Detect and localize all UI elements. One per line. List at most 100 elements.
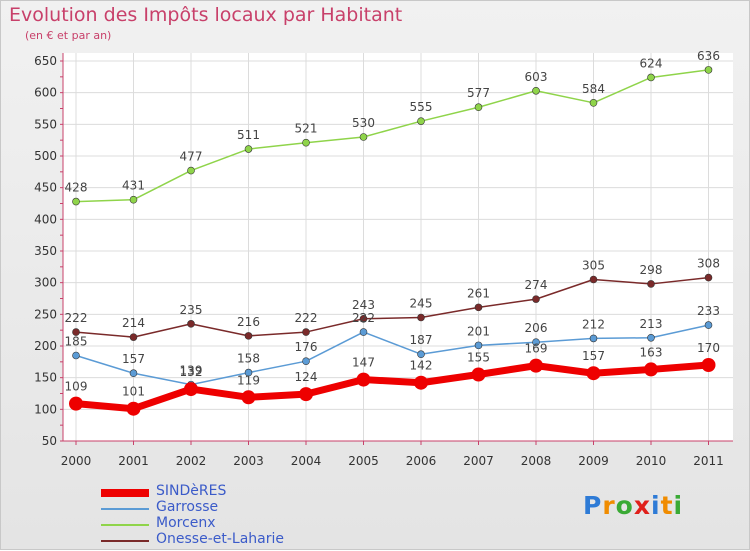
legend-item: Onesse-et-Laharie bbox=[101, 531, 401, 549]
x-tick-label: 2005 bbox=[348, 454, 379, 468]
x-tick-label: 2010 bbox=[636, 454, 667, 468]
data-point bbox=[302, 357, 310, 366]
data-point bbox=[529, 358, 543, 373]
y-tick-label: 250 bbox=[34, 307, 57, 321]
legend-item: Morcenx bbox=[101, 515, 401, 533]
data-label: 163 bbox=[640, 345, 663, 359]
data-point bbox=[299, 387, 313, 402]
data-label: 530 bbox=[352, 116, 375, 130]
data-label: 124 bbox=[295, 370, 318, 384]
data-label: 212 bbox=[582, 317, 605, 331]
logo-letter: r bbox=[602, 491, 616, 520]
series-line bbox=[75, 361, 709, 413]
data-point bbox=[359, 133, 368, 141]
data-point bbox=[532, 338, 540, 347]
x-tick-label: 2011 bbox=[693, 454, 724, 468]
data-point bbox=[474, 341, 483, 350]
data-label: 157 bbox=[122, 352, 145, 366]
data-label: 222 bbox=[65, 311, 88, 325]
y-tick-label: 300 bbox=[34, 276, 57, 290]
data-point bbox=[704, 273, 713, 282]
data-label: 603 bbox=[525, 70, 548, 84]
y-tick-label: 400 bbox=[34, 212, 57, 226]
data-point bbox=[69, 396, 83, 411]
x-tick-label: 2008 bbox=[521, 454, 552, 468]
data-label: 261 bbox=[467, 286, 490, 300]
data-point bbox=[417, 350, 425, 359]
data-label: 101 bbox=[122, 385, 145, 399]
data-point bbox=[417, 313, 425, 322]
data-label: 206 bbox=[525, 321, 548, 335]
data-label: 185 bbox=[65, 335, 88, 349]
data-label: 511 bbox=[237, 128, 260, 142]
data-label: 132 bbox=[180, 365, 203, 379]
data-label: 636 bbox=[697, 49, 720, 63]
data-label: 577 bbox=[467, 86, 490, 100]
data-point bbox=[586, 366, 601, 381]
x-tick-label: 2004 bbox=[291, 454, 322, 468]
data-point bbox=[302, 328, 310, 336]
data-point bbox=[126, 401, 141, 416]
chart-subtitle: (en € et par an) bbox=[25, 29, 112, 42]
data-label: 274 bbox=[525, 278, 548, 292]
legend-label: SINDèRES bbox=[156, 483, 227, 499]
data-point bbox=[187, 320, 195, 328]
y-tick-label: 500 bbox=[34, 149, 57, 163]
data-label: 245 bbox=[410, 297, 433, 311]
data-point bbox=[589, 334, 598, 343]
data-label: 216 bbox=[237, 315, 260, 329]
data-point bbox=[129, 333, 138, 341]
data-point bbox=[359, 314, 368, 323]
data-label: 235 bbox=[180, 303, 203, 317]
x-tick-label: 2000 bbox=[61, 454, 92, 468]
data-point bbox=[244, 332, 253, 340]
data-point bbox=[644, 362, 658, 377]
data-point bbox=[244, 145, 253, 153]
data-label: 298 bbox=[640, 263, 663, 277]
logo-letter: t bbox=[660, 491, 674, 520]
data-point bbox=[647, 333, 655, 342]
legend-item: Garrosse bbox=[101, 499, 401, 517]
series-line bbox=[75, 276, 709, 338]
data-point bbox=[356, 372, 371, 387]
y-tick-label: 350 bbox=[34, 244, 57, 258]
legend-item: SINDèRES bbox=[101, 483, 401, 501]
data-point bbox=[184, 382, 198, 397]
data-point bbox=[532, 295, 540, 303]
x-tick-label: 2001 bbox=[118, 454, 149, 468]
data-point bbox=[647, 73, 655, 82]
logo-letter: i bbox=[651, 491, 661, 520]
y-tick-label: 650 bbox=[34, 54, 57, 68]
data-point bbox=[474, 103, 483, 112]
y-tick-label: 150 bbox=[34, 371, 57, 385]
logo-letter: x bbox=[633, 491, 651, 520]
data-label: 428 bbox=[65, 181, 88, 195]
logo-letter: P bbox=[583, 491, 603, 520]
chart-title: Evolution des Impôts locaux par Habitant bbox=[9, 4, 403, 26]
y-tick-label: 50 bbox=[42, 434, 57, 448]
proxiti-logo: Proxiti bbox=[583, 491, 683, 520]
data-label: 157 bbox=[582, 349, 605, 363]
series-line bbox=[75, 324, 709, 386]
chart-legend: SINDèRES Garrosse Morcenx Onesse-et-Laharie bbox=[101, 483, 401, 549]
y-tick-label: 600 bbox=[34, 86, 57, 100]
data-label: 222 bbox=[352, 311, 375, 325]
data-label: 176 bbox=[295, 340, 318, 354]
legend-swatch bbox=[101, 508, 149, 510]
y-tick-label: 550 bbox=[34, 117, 57, 131]
data-label: 139 bbox=[180, 364, 203, 378]
data-point bbox=[532, 86, 540, 95]
data-label: 213 bbox=[640, 317, 663, 331]
data-label: 521 bbox=[295, 122, 318, 136]
legend-label: Onesse-et-Laharie bbox=[156, 531, 285, 547]
data-label: 222 bbox=[295, 311, 318, 325]
y-tick-label: 450 bbox=[34, 181, 57, 195]
data-label: 233 bbox=[697, 304, 720, 318]
data-label: 584 bbox=[582, 82, 605, 96]
data-label: 109 bbox=[65, 380, 88, 394]
plot-area bbox=[63, 53, 733, 441]
data-point bbox=[589, 275, 598, 284]
data-point bbox=[704, 66, 713, 74]
